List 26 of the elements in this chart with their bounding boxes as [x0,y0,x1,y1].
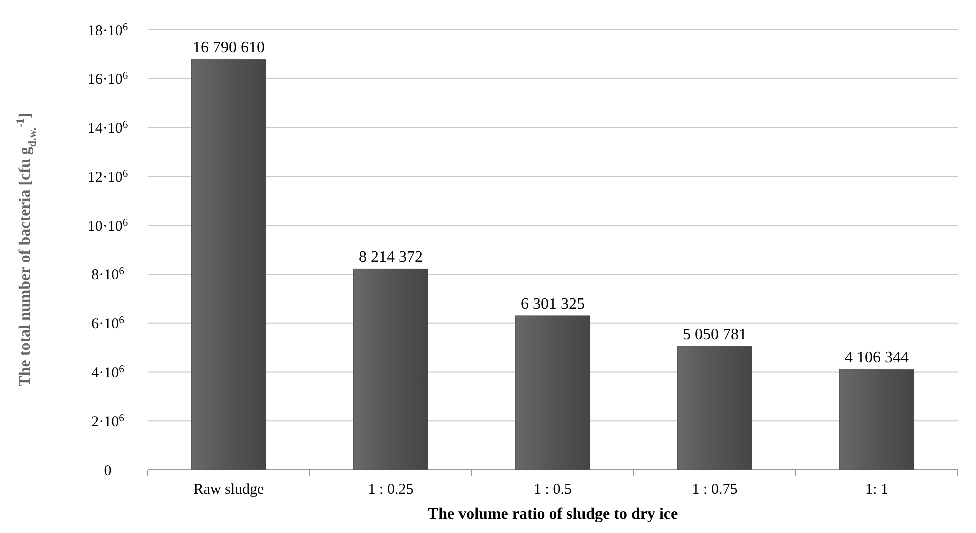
data-label: 6 301 325 [521,296,585,313]
x-tick-label: 1: 1 [866,482,888,498]
bar [677,346,753,470]
y-tick-label: 8·10$^{6}$ [92,266,124,284]
y-tick-label: 18·10$^{6}$ [88,22,128,40]
data-label: 4 106 344 [845,350,909,367]
bar [515,316,591,470]
bar [839,369,915,470]
data-label: 5 050 781 [683,326,747,344]
y-tick-label: 4·10$^{6}$ [92,364,124,382]
y-tick-label: 16·10$^{6}$ [88,70,128,88]
x-axis-title: The volume ratio of sludge to dry ice [428,506,678,523]
bar [191,59,267,470]
y-tick-label: 14·10$^{6}$ [88,120,128,138]
y-tick-label: 0 [104,463,112,480]
y-tick-label: 2·10$^{6}$ [92,412,124,430]
x-tick-label: Raw sludge [194,482,265,498]
data-label: 16 790 610 [193,40,265,57]
data-label: 8 214 372 [359,249,423,266]
x-tick-label: 1 : 0.75 [692,482,738,498]
y-tick-label: 12·10$^{6}$ [88,168,128,186]
y-tick-label: 6·10$^{6}$ [92,315,124,333]
y-tick-label: 10·10$^{6}$ [88,217,128,235]
x-tick-label: 1 : 0.5 [534,482,572,498]
bar [353,268,429,470]
x-tick-label: 1 : 0.25 [368,482,414,498]
